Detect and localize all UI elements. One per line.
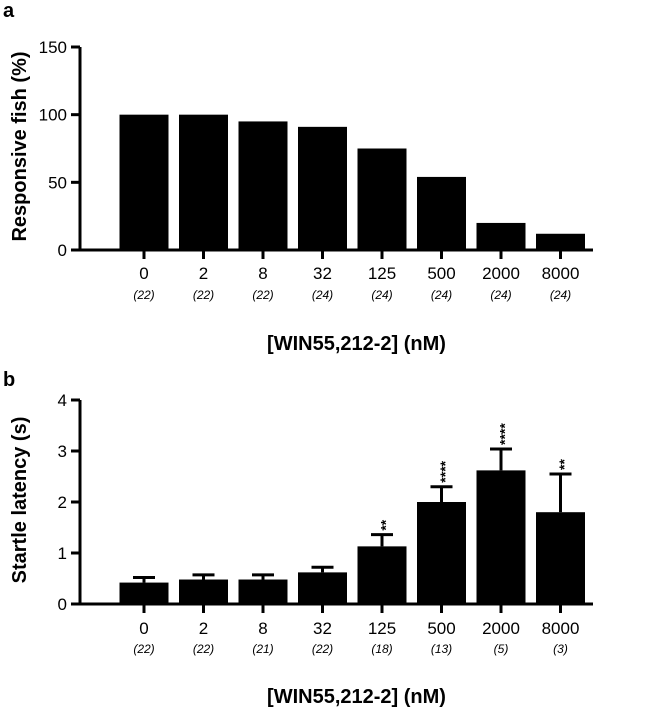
bar: [119, 582, 169, 604]
bar: [536, 233, 585, 250]
bar: [119, 114, 169, 251]
bar: [476, 222, 526, 250]
bar: [179, 579, 228, 604]
y-tick-label: 50: [48, 173, 67, 192]
bar: [476, 470, 526, 604]
x-axis-title: [WIN55,212-2] (nM): [267, 686, 446, 708]
significance-label: ****: [497, 423, 513, 445]
sample-size-label: (21): [252, 642, 273, 656]
x-tick-label: 125: [368, 619, 396, 638]
panel-letter-b: b: [3, 369, 15, 391]
x-tick-label: 8000: [542, 619, 580, 638]
x-tick-label: 2: [199, 264, 208, 283]
bar: [357, 148, 407, 250]
significance-label: **: [378, 519, 394, 530]
y-tick-label: 150: [39, 38, 67, 57]
chart-panel-b: 0 1 2 3 4 0 (22) 2 (22) 8 (21) 32 (22) ** 125 (18) **** 5…: [9, 391, 593, 708]
sample-size-label: (22): [252, 288, 273, 302]
y-tick-label: 100: [39, 106, 67, 125]
x-tick-label: 2000: [482, 264, 520, 283]
x-tick-label: 8: [258, 264, 267, 283]
bar: [179, 114, 228, 251]
x-tick-label: 8: [258, 619, 267, 638]
y-tick-label: 0: [58, 241, 67, 260]
y-tick-label: 2: [58, 493, 67, 512]
panel-letter-a: a: [3, 0, 15, 22]
bar: [536, 512, 585, 604]
x-tick-label: 32: [313, 619, 332, 638]
y-tick-label: 4: [58, 391, 67, 410]
sample-size-label: (24): [431, 288, 452, 302]
bar: [298, 126, 347, 250]
bar: [417, 176, 466, 250]
sample-size-label: (24): [550, 288, 571, 302]
significance-label: **: [556, 459, 572, 470]
y-tick-label: 3: [58, 442, 67, 461]
bar: [417, 502, 466, 604]
x-tick-label: 2: [199, 619, 208, 638]
x-tick-label: 500: [427, 264, 455, 283]
x-tick-label: 0: [139, 264, 148, 283]
sample-size-label: (24): [312, 288, 333, 302]
sample-size-label: (22): [193, 642, 214, 656]
x-tick-label: 8000: [542, 264, 580, 283]
chart-panel-a: 0 50 100 150 0 (22) 2 (22) 8 (22) 32 (24) 125 (24) 500…: [9, 38, 593, 355]
significance-label: ****: [437, 460, 453, 482]
sample-size-label: (3): [553, 642, 568, 656]
x-tick-label: 0: [139, 619, 148, 638]
sample-size-label: (13): [431, 642, 452, 656]
x-tick-label: 32: [313, 264, 332, 283]
bar: [238, 121, 288, 250]
x-tick-label: 2000: [482, 619, 520, 638]
sample-size-label: (22): [193, 288, 214, 302]
sample-size-label: (24): [490, 288, 511, 302]
x-tick-label: 500: [427, 619, 455, 638]
sample-size-label: (22): [133, 642, 154, 656]
sample-size-label: (24): [371, 288, 392, 302]
sample-size-label: (5): [494, 642, 509, 656]
sample-size-label: (22): [133, 288, 154, 302]
bar: [298, 572, 347, 604]
bar: [357, 546, 407, 604]
y-axis-title: Startle latency (s): [9, 417, 31, 584]
y-axis-title: Responsive fish (%): [9, 51, 31, 241]
x-tick-label: 125: [368, 264, 396, 283]
x-axis-title: [WIN55,212-2] (nM): [267, 333, 446, 355]
y-tick-label: 0: [58, 595, 67, 614]
sample-size-label: (18): [371, 642, 392, 656]
bar: [238, 579, 288, 604]
sample-size-label: (22): [312, 642, 333, 656]
y-tick-label: 1: [58, 544, 67, 563]
